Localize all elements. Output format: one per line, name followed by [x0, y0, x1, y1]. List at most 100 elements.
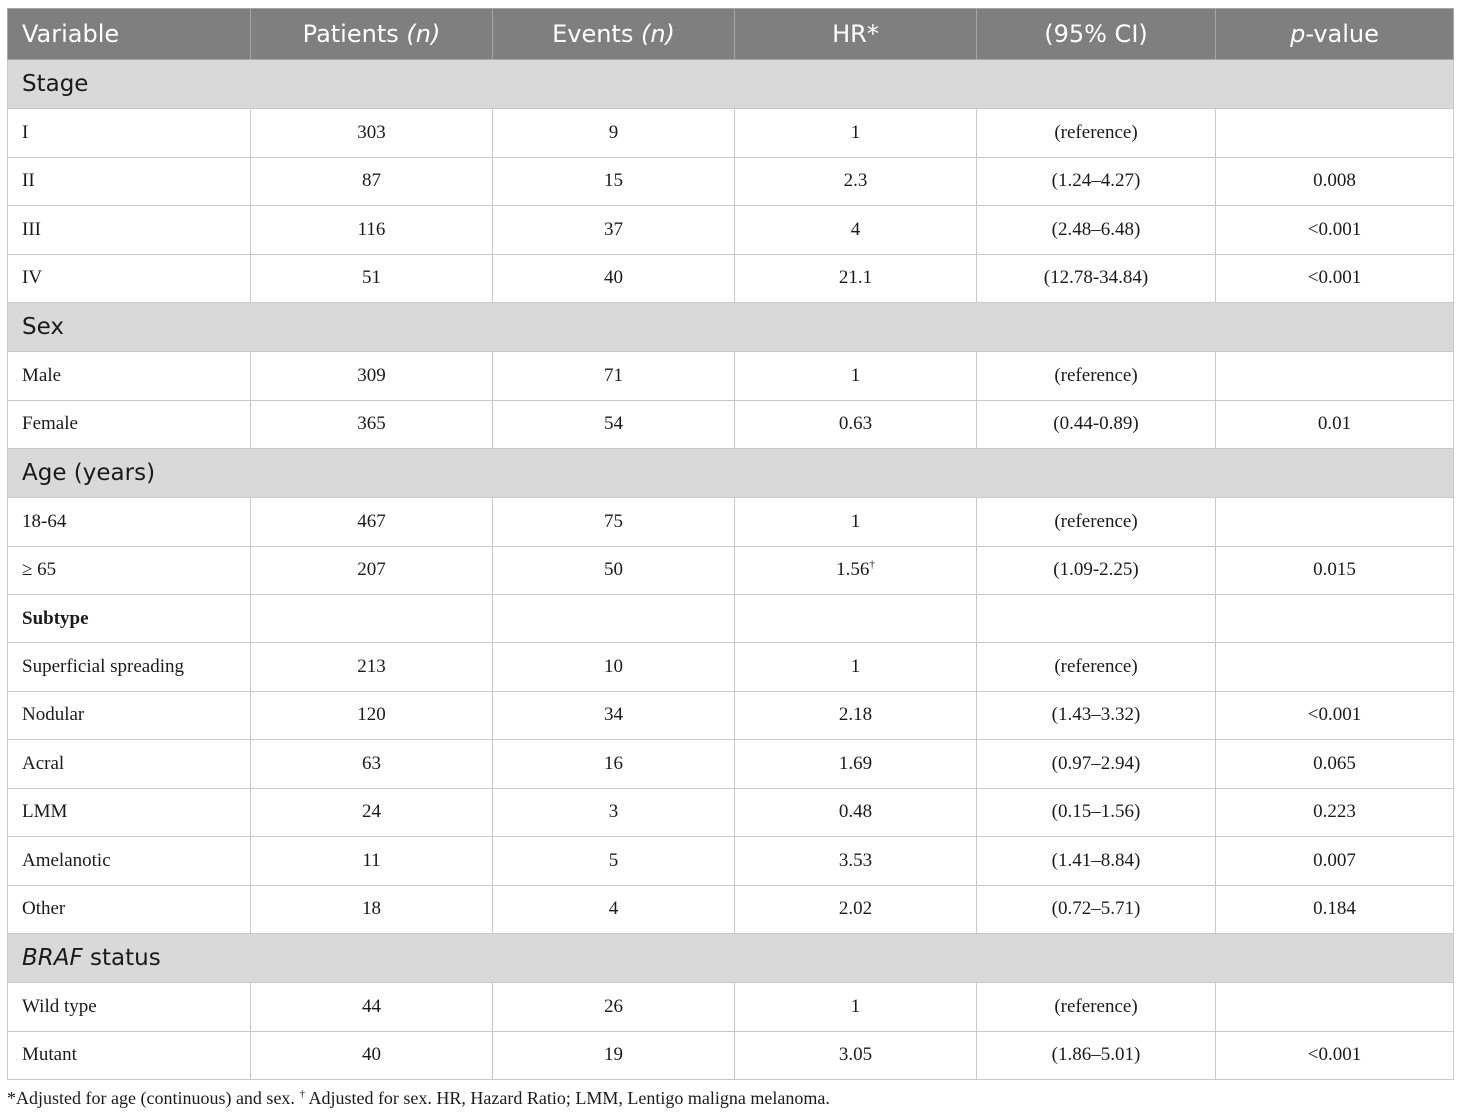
header-row: Variable Patients (n) Events (n) HR* (95… [7, 8, 1454, 60]
cell-events: 16 [492, 739, 735, 789]
cell-events: 54 [492, 399, 735, 449]
cell-patients: 120 [250, 690, 493, 740]
cell-patients: 44 [250, 982, 493, 1032]
cell-ci: (1.41–8.84) [976, 836, 1216, 886]
row-label: IV [7, 253, 251, 303]
cell-ci: (12.78-34.84) [976, 253, 1216, 303]
row-label: Female [7, 399, 251, 449]
table-row: ≥ 65 207 50 1.56† (1.09-2.25) 0.015 [7, 545, 1454, 595]
cell-events: 37 [492, 205, 735, 255]
cell-patients: 63 [250, 739, 493, 789]
empty-cell [250, 594, 493, 643]
row-label: Mutant [7, 1030, 251, 1080]
cell-hr: 2.3 [734, 156, 977, 206]
section-title: BRAF status [7, 933, 1454, 983]
section-title: Subtype [7, 594, 251, 643]
hazard-ratio-table: Variable Patients (n) Events (n) HR* (95… [7, 8, 1454, 1080]
cell-hr: 2.18 [734, 690, 977, 740]
table-row: Wild type 44 26 1 (reference) [7, 982, 1454, 1032]
header-ci: (95% CI) [976, 8, 1216, 60]
cell-hr: 3.53 [734, 836, 977, 886]
row-label: Other [7, 884, 251, 934]
cell-p-value: <0.001 [1215, 205, 1454, 255]
table-row: III 116 37 4 (2.48–6.48) <0.001 [7, 205, 1454, 255]
cell-patients: 309 [250, 351, 493, 401]
cell-patients: 116 [250, 205, 493, 255]
table-row: Mutant 40 19 3.05 (1.86–5.01) <0.001 [7, 1030, 1454, 1080]
section-sex: Sex [7, 302, 1454, 352]
header-events: Events (n) [492, 8, 735, 60]
cell-p-value: <0.001 [1215, 1030, 1454, 1080]
hazard-ratio-table-container: Variable Patients (n) Events (n) HR* (95… [7, 8, 1454, 1080]
section-title: Age (years) [7, 448, 1454, 498]
table-body: Stage I 303 9 1 (reference) II 87 15 2.3… [7, 59, 1454, 1080]
table-row: Female 365 54 0.63 (0.44-0.89) 0.01 [7, 399, 1454, 449]
cell-ci: (2.48–6.48) [976, 205, 1216, 255]
cell-patients: 51 [250, 253, 493, 303]
cell-events: 71 [492, 351, 735, 401]
row-label: Amelanotic [7, 836, 251, 886]
row-label: I [7, 108, 251, 158]
table-row: 18-64 467 75 1 (reference) [7, 497, 1454, 547]
cell-patients: 11 [250, 836, 493, 886]
cell-events: 19 [492, 1030, 735, 1080]
header-hr: HR* [734, 8, 977, 60]
cell-patients: 365 [250, 399, 493, 449]
cell-ci: (1.43–3.32) [976, 690, 1216, 740]
table-row: Superficial spreading 213 10 1 (referenc… [7, 642, 1454, 692]
table-header: Variable Patients (n) Events (n) HR* (95… [7, 8, 1454, 60]
cell-p-value: 0.184 [1215, 884, 1454, 934]
cell-p-value: 0.008 [1215, 156, 1454, 206]
table-row: Acral 63 16 1.69 (0.97–2.94) 0.065 [7, 739, 1454, 789]
empty-cell [976, 594, 1216, 643]
cell-hr: 1 [734, 642, 977, 692]
cell-ci: (reference) [976, 642, 1216, 692]
section-braf-status: BRAF status [7, 933, 1454, 983]
row-label: LMM [7, 787, 251, 837]
cell-patients: 87 [250, 156, 493, 206]
cell-patients: 213 [250, 642, 493, 692]
cell-hr: 1 [734, 497, 977, 547]
cell-ci: (reference) [976, 982, 1216, 1032]
cell-p-value [1215, 351, 1454, 401]
row-label: Superficial spreading [7, 642, 251, 692]
cell-events: 5 [492, 836, 735, 886]
cell-hr: 1 [734, 108, 977, 158]
empty-cell [734, 594, 977, 643]
cell-ci: (0.44-0.89) [976, 399, 1216, 449]
cell-ci: (0.97–2.94) [976, 739, 1216, 789]
cell-hr: 1 [734, 982, 977, 1032]
cell-patients: 40 [250, 1030, 493, 1080]
header-p-value: p-value [1215, 8, 1454, 60]
table-row: Amelanotic 11 5 3.53 (1.41–8.84) 0.007 [7, 836, 1454, 886]
cell-hr: 0.48 [734, 787, 977, 837]
cell-p-value: 0.01 [1215, 399, 1454, 449]
cell-events: 34 [492, 690, 735, 740]
cell-events: 15 [492, 156, 735, 206]
cell-patients: 467 [250, 497, 493, 547]
cell-p-value: 0.007 [1215, 836, 1454, 886]
cell-p-value: 0.065 [1215, 739, 1454, 789]
cell-hr: 21.1 [734, 253, 977, 303]
cell-events: 40 [492, 253, 735, 303]
hr-value: 1.56 [836, 559, 870, 581]
cell-ci: (0.15–1.56) [976, 787, 1216, 837]
section-title: Sex [7, 302, 1454, 352]
cell-p-value: 0.015 [1215, 545, 1454, 595]
footnote-dagger: † [299, 1088, 305, 1100]
table-row: II 87 15 2.3 (1.24–4.27) 0.008 [7, 156, 1454, 206]
cell-p-value [1215, 982, 1454, 1032]
cell-ci: (reference) [976, 108, 1216, 158]
cell-events: 75 [492, 497, 735, 547]
dagger-mark: † [869, 558, 875, 571]
cell-hr: 0.63 [734, 399, 977, 449]
cell-events: 10 [492, 642, 735, 692]
section-subtype: Subtype [7, 594, 1454, 643]
row-label: Male [7, 351, 251, 401]
table-row: Male 309 71 1 (reference) [7, 351, 1454, 401]
row-label: ≥ 65 [7, 545, 251, 595]
table-row: I 303 9 1 (reference) [7, 108, 1454, 158]
cell-patients: 303 [250, 108, 493, 158]
cell-hr: 2.02 [734, 884, 977, 934]
cell-p-value [1215, 642, 1454, 692]
